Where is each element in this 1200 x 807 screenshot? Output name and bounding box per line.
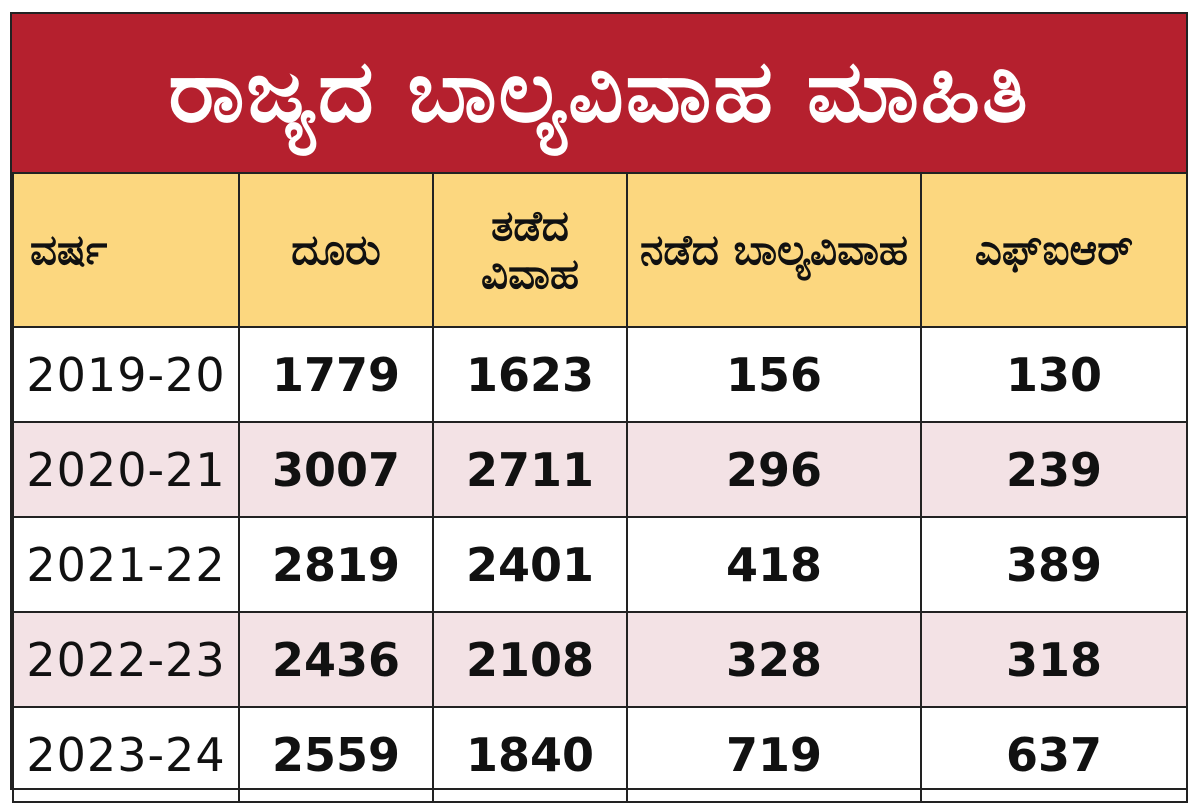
table-frame: ರಾಜ್ಯದ ಬಾಲ್ಯವಿವಾಹ ಮಾಹಿತಿ ವರ್ಷ ದೂರು ತಡೆದ … <box>10 12 1188 803</box>
data-table: ವರ್ಷ ದೂರು ತಡೆದ ವಿವಾಹ ನಡೆದ ಬಾಲ್ಯವಿವಾಹ ಎಫ್… <box>12 172 1188 803</box>
table-row: 2022-23 2436 2108 328 318 <box>12 611 1188 708</box>
cell-fir: 637 <box>920 706 1188 803</box>
cell-fir: 389 <box>920 516 1188 613</box>
column-header-fir: ಎಫ್‌ಐಆರ್ <box>920 172 1188 328</box>
cell-complaints: 2559 <box>238 706 434 803</box>
cell-held: 296 <box>626 421 922 518</box>
table-row: 2019-20 1779 1623 156 130 <box>12 326 1188 423</box>
header-row: ವರ್ಷ ದೂರು ತಡೆದ ವಿವಾಹ ನಡೆದ ಬಾಲ್ಯವಿವಾಹ ಎಫ್… <box>12 172 1188 328</box>
cell-held: 418 <box>626 516 922 613</box>
cell-year: 2022-23 <box>12 611 240 708</box>
cell-prevented: 1840 <box>432 706 628 803</box>
table-row: 2020-21 3007 2711 296 239 <box>12 421 1188 518</box>
cell-prevented: 2401 <box>432 516 628 613</box>
table-row: 2021-22 2819 2401 418 389 <box>12 516 1188 613</box>
column-header-year: ವರ್ಷ <box>12 172 240 328</box>
cell-complaints: 2819 <box>238 516 434 613</box>
page-title: ರಾಜ್ಯದ ಬಾಲ್ಯವಿವಾಹ ಮಾಹಿತಿ <box>12 14 1186 174</box>
cell-year: 2020-21 <box>12 421 240 518</box>
cell-held: 719 <box>626 706 922 803</box>
cell-complaints: 3007 <box>238 421 434 518</box>
table-row: 2023-24 2559 1840 719 637 <box>12 706 1188 803</box>
column-header-child-marriages-held: ನಡೆದ ಬಾಲ್ಯವಿವಾಹ <box>626 172 922 328</box>
cell-year: 2023-24 <box>12 706 240 803</box>
cell-held: 328 <box>626 611 922 708</box>
cell-prevented: 1623 <box>432 326 628 423</box>
cell-prevented: 2711 <box>432 421 628 518</box>
cell-held: 156 <box>626 326 922 423</box>
cell-fir: 130 <box>920 326 1188 423</box>
cell-year: 2021-22 <box>12 516 240 613</box>
cell-year: 2019-20 <box>12 326 240 423</box>
cell-fir: 239 <box>920 421 1188 518</box>
cell-prevented: 2108 <box>432 611 628 708</box>
cell-complaints: 2436 <box>238 611 434 708</box>
column-header-prevented-marriages: ತಡೆದ ವಿವಾಹ <box>432 172 628 328</box>
column-header-complaints: ದೂರು <box>238 172 434 328</box>
cell-complaints: 1779 <box>238 326 434 423</box>
cell-fir: 318 <box>920 611 1188 708</box>
